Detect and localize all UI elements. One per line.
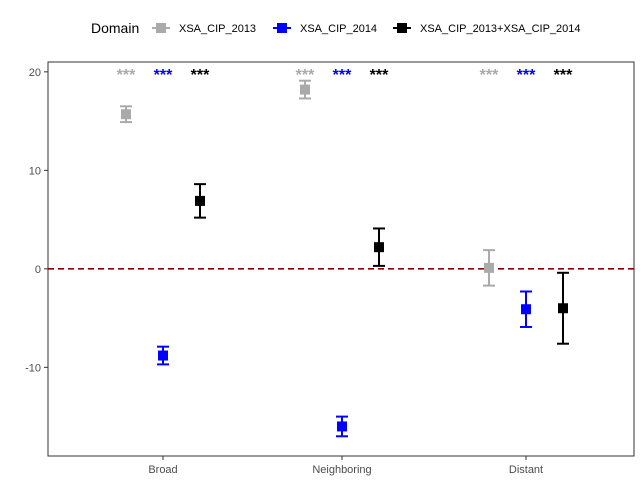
legend: Domain XSA_CIP_2013 XSA_CIP_2014 XSA_CIP_20…: [91, 20, 581, 36]
legend-label: XSA_CIP_2014: [300, 23, 377, 35]
y-axis: -10 0 10 20: [25, 67, 48, 374]
significance-label: ***: [191, 67, 210, 84]
significance-label: ***: [370, 67, 389, 84]
x-tick-label: Neighboring: [312, 464, 371, 476]
legend-title: Domain: [91, 20, 139, 36]
legend-item: XSA_CIP_2014: [273, 23, 377, 35]
legend-label: XSA_CIP_2013+XSA_CIP_2014: [420, 23, 581, 35]
y-tick-label: 0: [35, 264, 41, 276]
plot-panel: [47, 61, 635, 457]
data-point-group: ***: [191, 67, 210, 219]
x-axis: Broad Neighboring Distant: [148, 456, 543, 476]
data-point: [300, 84, 310, 95]
data-point-group: ***: [117, 67, 136, 124]
y-tick-label: -10: [25, 362, 41, 374]
y-tick-label: 20: [29, 67, 41, 79]
data-point-group: ***: [370, 67, 389, 267]
data-point: [121, 109, 131, 120]
legend-key-marker: [156, 23, 166, 33]
significance-label: ***: [480, 67, 499, 84]
significance-label: ***: [517, 67, 536, 84]
data-point: [158, 350, 168, 361]
legend-label: XSA_CIP_2013: [179, 23, 256, 35]
x-tick-label: Broad: [148, 464, 177, 476]
y-tick-label: 10: [29, 165, 41, 177]
significance-label: ***: [554, 67, 573, 84]
data-point: [374, 242, 384, 253]
significance-label: ***: [296, 67, 315, 84]
legend-item: XSA_CIP_2013: [152, 23, 256, 35]
data-point: [337, 421, 347, 432]
significance-label: ***: [154, 67, 173, 84]
significance-label: ***: [117, 67, 136, 84]
legend-item: XSA_CIP_2013+XSA_CIP_2014: [393, 23, 581, 35]
legend-key-marker: [397, 23, 407, 33]
data-point-group: ***: [154, 67, 173, 366]
x-tick-label: Distant: [509, 464, 543, 476]
data-point-group: ***: [554, 67, 573, 345]
legend-key-marker: [277, 23, 287, 33]
data-point: [484, 262, 494, 273]
data-point-group: ***: [333, 67, 352, 438]
data-point: [521, 304, 531, 315]
data-point-group: ***: [296, 67, 315, 100]
data-point-group: ***: [517, 67, 536, 328]
data-point-group: ***: [480, 67, 499, 287]
data-point: [195, 195, 205, 206]
data-point: [558, 303, 568, 314]
data-marks: *** *** *** *** *** *** *** *** ***: [117, 67, 573, 438]
significance-label: ***: [333, 67, 352, 84]
